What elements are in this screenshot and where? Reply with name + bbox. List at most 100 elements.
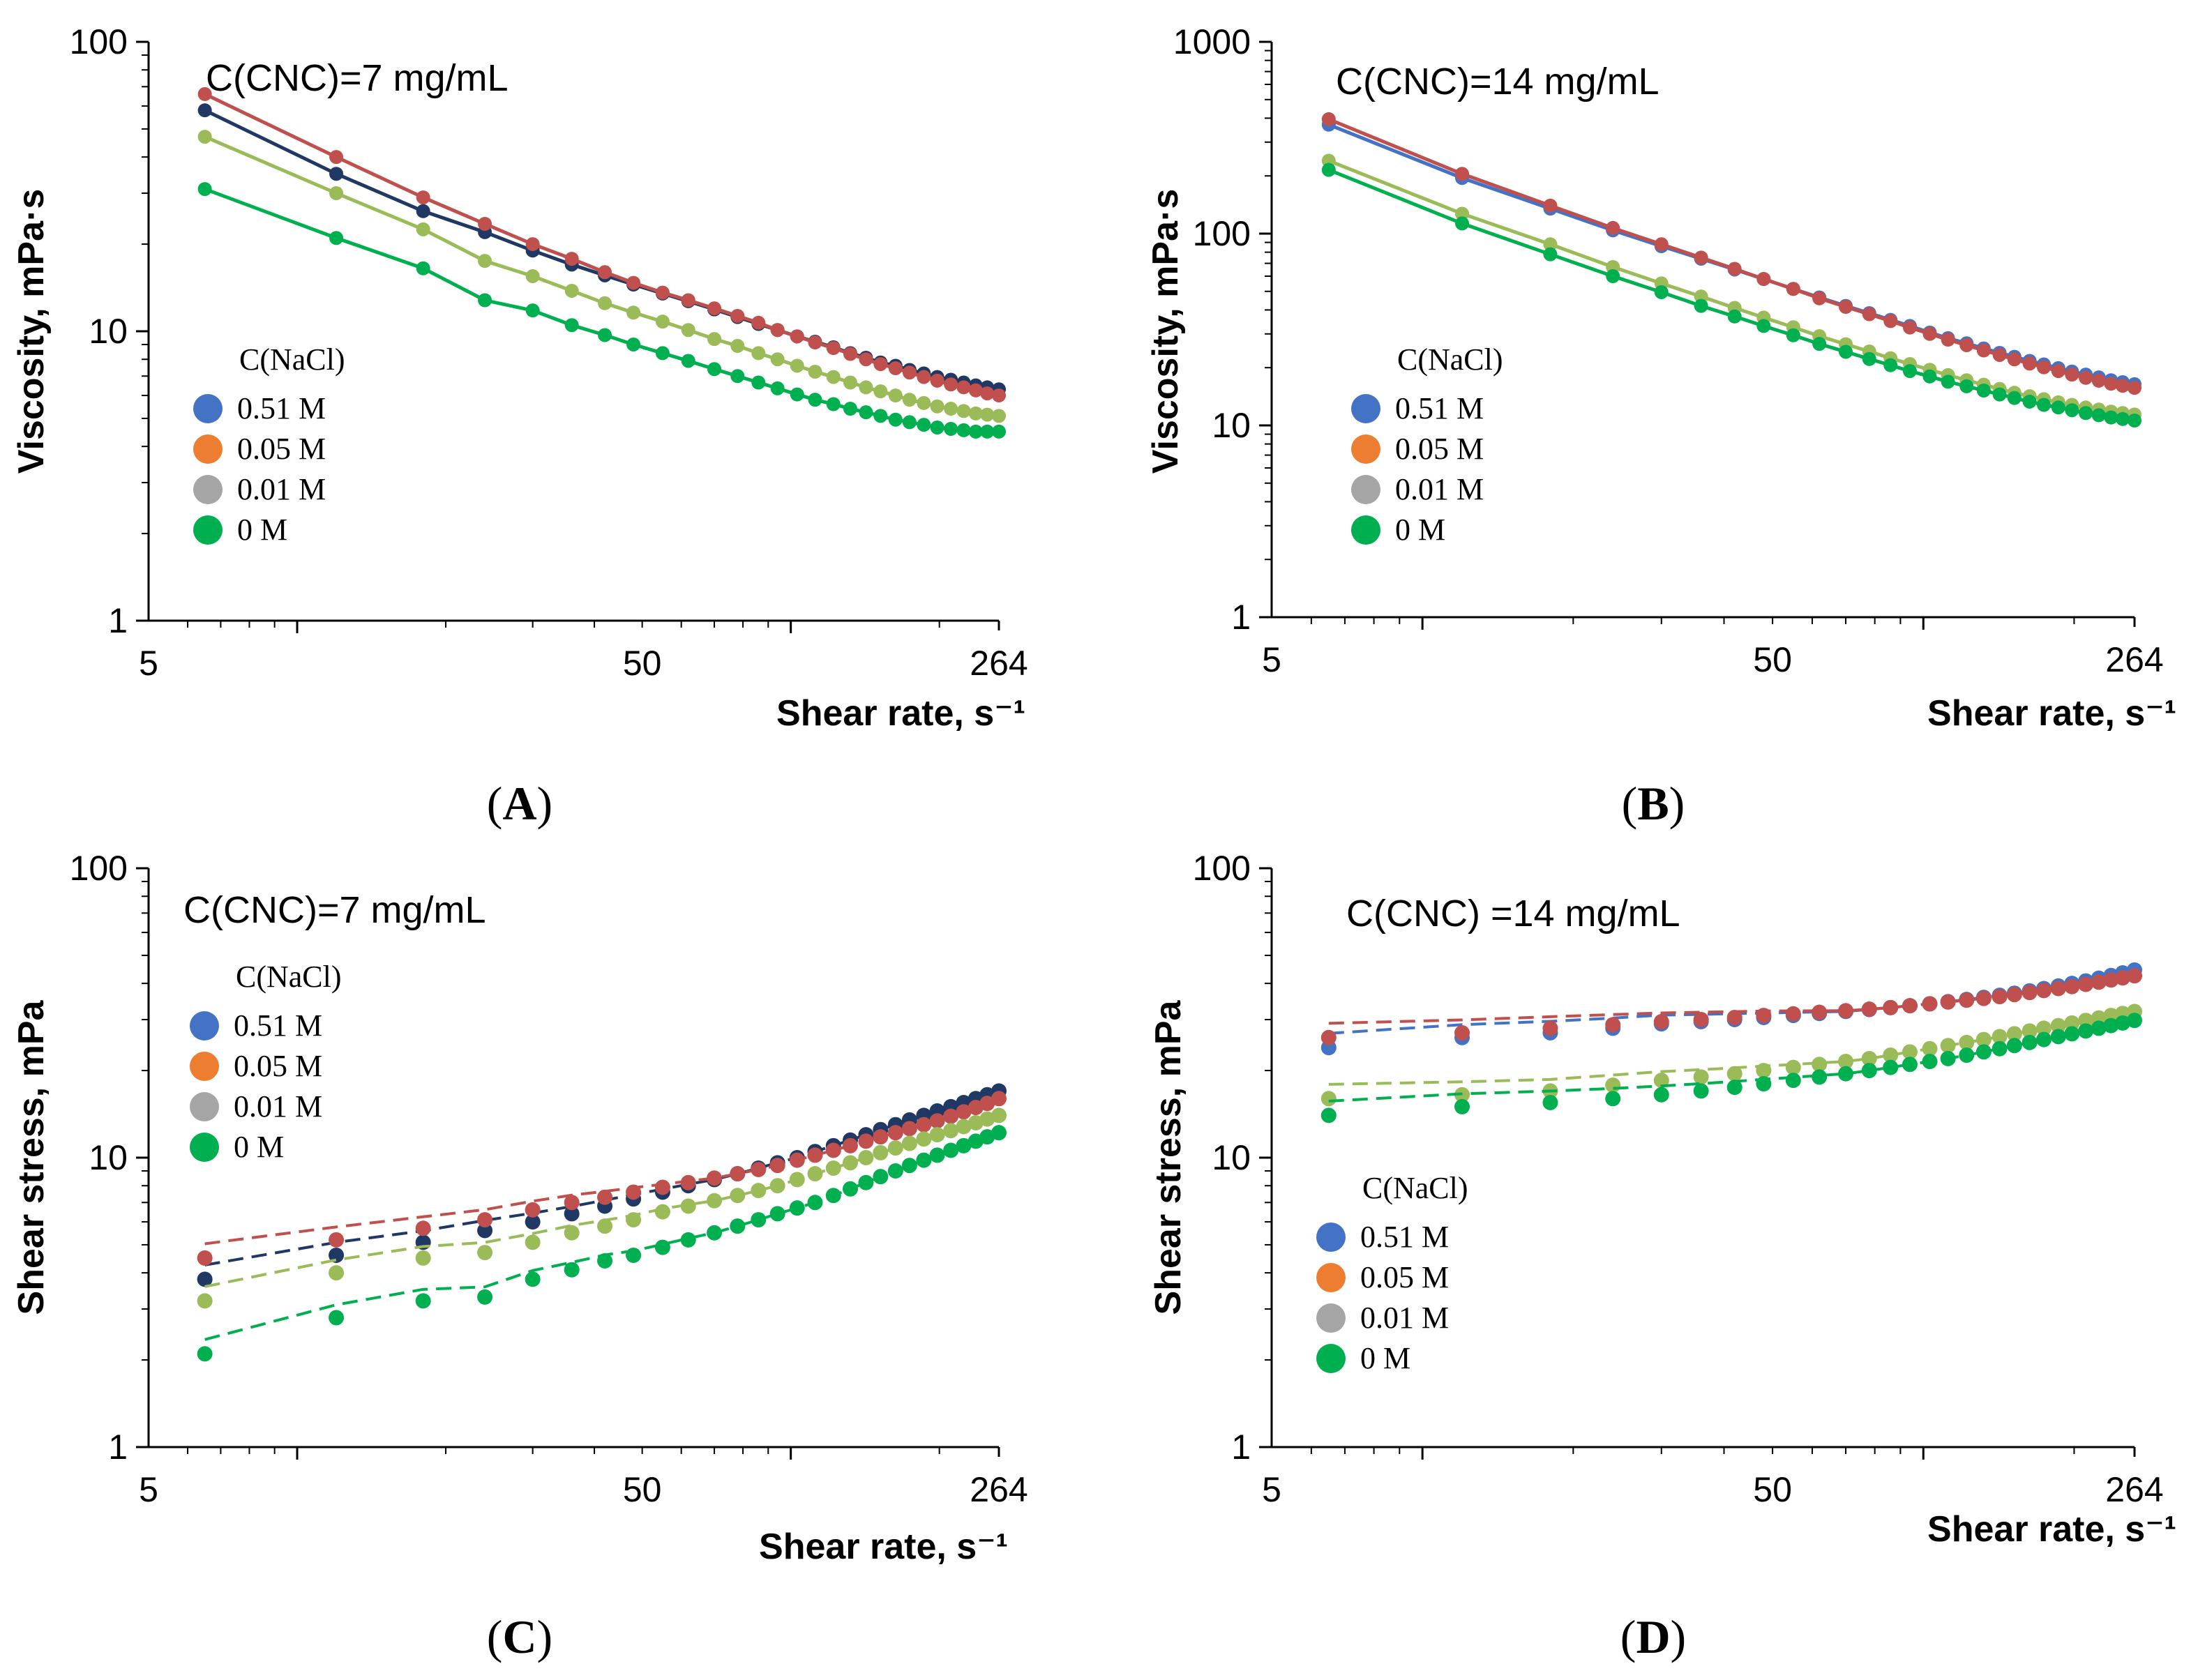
data-point [1902, 998, 1918, 1014]
data-point [477, 1245, 493, 1261]
data-point [873, 357, 888, 372]
data-point [1321, 162, 1336, 177]
series-0-m [1320, 1013, 2142, 1123]
x-tick-label: 50 [623, 644, 662, 683]
data-point [2050, 981, 2066, 997]
data-point [197, 1271, 213, 1287]
data-point [1838, 1066, 1854, 1082]
x-tick-label: 5 [1262, 640, 1281, 679]
data-point [415, 1293, 431, 1309]
data-point [1726, 1010, 1742, 1026]
data-point [944, 421, 958, 436]
data-point [790, 329, 804, 344]
data-point [1543, 198, 1558, 213]
data-point [626, 1247, 642, 1263]
data-point [825, 1160, 841, 1176]
data-point [902, 393, 917, 407]
concentration-annotation: C(CNC)=14 mg/mL [1336, 61, 1659, 103]
legend-entry: 0.05 M [1395, 432, 1484, 466]
data-point [2103, 1017, 2119, 1034]
data-point [564, 252, 579, 266]
data-point [1727, 262, 1742, 276]
data-point [843, 375, 857, 390]
data-point [826, 370, 841, 384]
data-point [1693, 1069, 1709, 1085]
x-tick-label: 264 [2105, 640, 2163, 679]
data-point [525, 1234, 541, 1250]
data-point [626, 1212, 642, 1228]
data-point [956, 404, 971, 418]
data-point [597, 1218, 613, 1234]
data-point [1756, 319, 1771, 333]
data-point [873, 1129, 889, 1145]
x-tick-label: 5 [1262, 1470, 1281, 1509]
y-tick-label: 10 [1212, 406, 1251, 445]
concentration-annotation: C(CNC)=7 mg/mL [206, 57, 509, 99]
data-point [329, 1310, 345, 1326]
x-tick-label: 50 [1753, 640, 1792, 679]
data-point [807, 1166, 823, 1182]
legend-entry: 0 M [234, 1130, 284, 1164]
data-point [902, 415, 917, 430]
data-point [1959, 379, 1974, 393]
data-point [1992, 1040, 2008, 1057]
data-point [968, 383, 983, 398]
data-point [2051, 400, 2065, 415]
data-point [917, 370, 931, 384]
data-point [1839, 345, 1853, 359]
data-point [2036, 398, 2051, 412]
data-point [415, 1250, 431, 1266]
data-point [751, 315, 766, 330]
data-point [1922, 326, 1937, 341]
legend-marker [193, 515, 223, 545]
data-point [681, 354, 695, 368]
x-tick-label: 264 [970, 644, 1028, 683]
data-point [1320, 1029, 1337, 1045]
data-point [1605, 1077, 1621, 1093]
data-point [680, 1174, 696, 1190]
data-point [654, 1239, 670, 1255]
data-point [730, 339, 745, 354]
data-point [751, 346, 766, 361]
data-point [1883, 358, 1898, 372]
data-point [825, 1188, 841, 1204]
data-point [979, 1129, 995, 1145]
data-point [2035, 1020, 2052, 1036]
data-point [2050, 1029, 2066, 1045]
data-point [888, 361, 903, 376]
data-point [929, 1147, 945, 1163]
data-point [1922, 369, 1937, 384]
legend-title: C(NaCl) [236, 960, 342, 994]
data-point [956, 380, 971, 395]
data-point [416, 261, 430, 275]
x-axis-label: Shear rate, s⁻¹ [1927, 693, 2176, 734]
legend-entry: 0.01 M [234, 1089, 322, 1123]
data-point [943, 1142, 959, 1158]
data-point [901, 1135, 917, 1151]
data-point [564, 1206, 580, 1222]
data-point [1922, 1040, 1938, 1057]
data-point [980, 407, 995, 422]
data-point [1922, 1054, 1938, 1070]
legend: C(NaCl) 0.51 M 0.05 M 0.01 M 0 M [193, 342, 345, 547]
data-point [2078, 976, 2094, 992]
data-point [1992, 1029, 2008, 1045]
data-point [956, 1104, 972, 1120]
data-point [525, 237, 540, 252]
y-tick-label: 100 [70, 849, 128, 888]
data-point [681, 293, 695, 308]
data-point [1941, 374, 1955, 389]
data-point [1902, 364, 1917, 379]
data-point [1727, 309, 1742, 324]
data-point [956, 423, 971, 437]
data-point [902, 365, 917, 380]
data-point [1838, 1003, 1854, 1019]
data-point [655, 285, 670, 300]
panel-a: 1 10 100 5 50 264 Shear rate, s⁻¹ Viscosity, mP… [11, 22, 1028, 830]
data-point [1992, 347, 2007, 362]
data-point [929, 1113, 945, 1129]
data-point [707, 362, 722, 377]
data-point [887, 1140, 903, 1156]
data-point [1654, 237, 1669, 252]
data-point [598, 296, 612, 310]
